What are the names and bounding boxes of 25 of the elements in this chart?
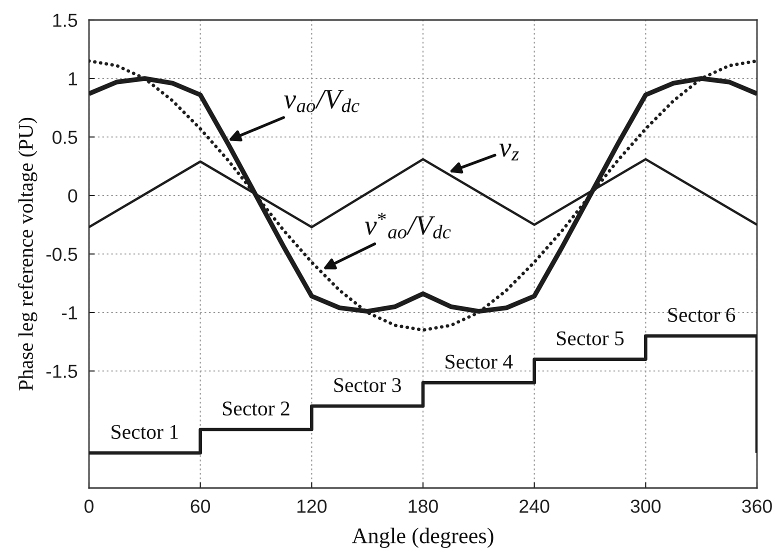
annotation: Sector 2 xyxy=(222,402,290,416)
x-axis-title: Angle (degrees) xyxy=(352,528,494,548)
x-tick-label: 180 xyxy=(408,500,438,513)
y-tick-label: 0 xyxy=(68,189,78,202)
x-tick-label: 60 xyxy=(190,500,210,513)
y-tick-label: -0.5 xyxy=(46,248,78,261)
x-tick-label: 240 xyxy=(520,500,550,513)
y-tick-label: 1.5 xyxy=(53,14,78,27)
y-tick-label: 1 xyxy=(68,72,77,86)
annotation: Sector 4 xyxy=(446,354,513,369)
x-tick-label: 360 xyxy=(742,500,772,513)
y-tick-label: 0.5 xyxy=(52,130,78,144)
annotation: Sector 5 xyxy=(556,331,624,346)
annotation: v$^{*}$$_{ao}$/V$_{dc}$ xyxy=(364,212,451,239)
annotation: v$_{ao}$/V$_{dc}$ xyxy=(284,90,360,112)
annotation: Sector 3 xyxy=(334,378,401,392)
annotation: Sector 6 xyxy=(668,308,736,322)
x-tick-label: 120 xyxy=(297,500,327,513)
annotation: Sector 1 xyxy=(112,424,178,439)
y-axis-title: Phase leg reference voltage (PU) xyxy=(18,118,38,390)
annotation: v$_{z}$ xyxy=(499,144,519,160)
y-tick-label: -1.5 xyxy=(46,364,78,378)
y-tick-label: -1 xyxy=(62,306,77,320)
x-tick-label: 300 xyxy=(630,500,661,513)
x-tick-label: 0 xyxy=(84,500,94,513)
